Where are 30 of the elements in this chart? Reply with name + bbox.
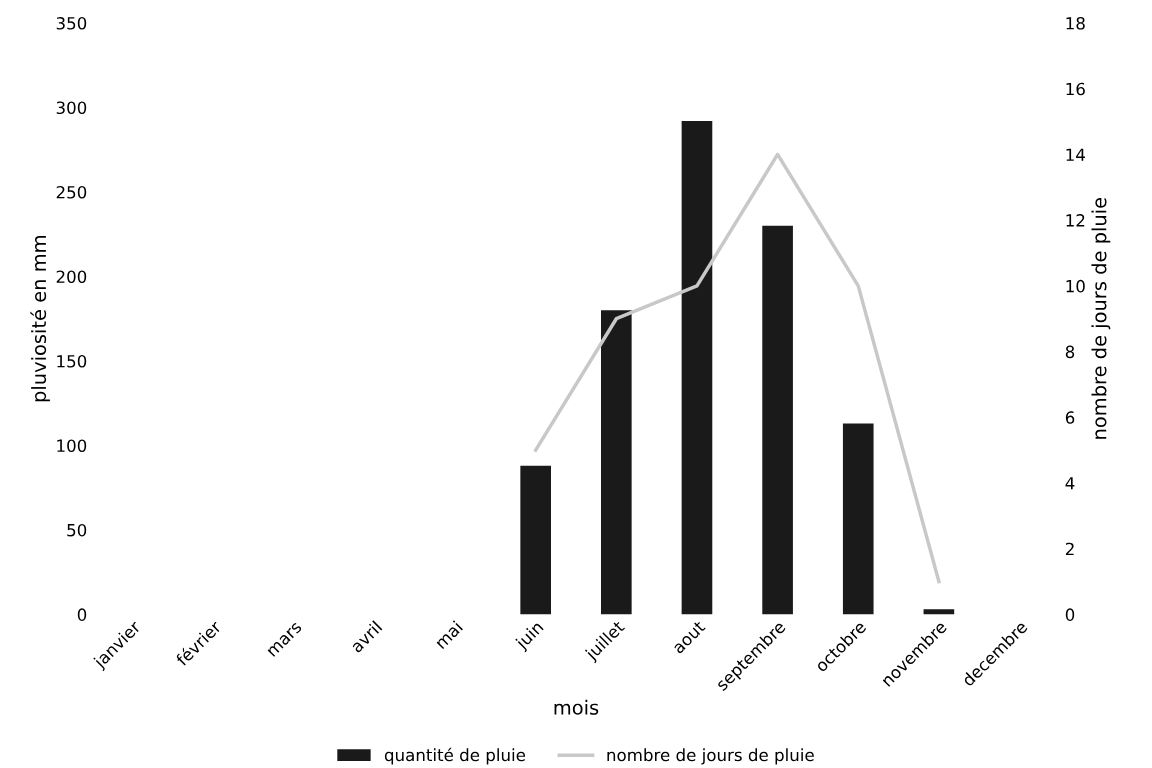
bar (762, 225, 793, 615)
bar (923, 609, 955, 615)
y-tick-label: 0 (77, 608, 87, 621)
y2-tick-label: 14 (1066, 148, 1085, 161)
y-tick-label: 250 (56, 185, 87, 199)
y-tick-label: 200 (56, 270, 87, 284)
y2-tick-label: 6 (1065, 411, 1075, 424)
y2-tick-label: 4 (1065, 477, 1075, 490)
y2-tick-label: 10 (1066, 279, 1085, 293)
y2-tick-label: 2 (1065, 542, 1074, 556)
y-tick-label: 300 (56, 101, 87, 115)
bar (601, 310, 632, 615)
legend-label: quantité de pluie (384, 747, 526, 765)
y2-tick-label: 16 (1066, 82, 1085, 96)
y2-axis-title: nombre de jours de pluie (1091, 197, 1111, 439)
y2-tick-label: 12 (1066, 214, 1085, 227)
y-tick-label: 350 (56, 17, 87, 30)
bar (520, 465, 551, 615)
bar (681, 121, 713, 615)
y-tick-label: 50 (67, 523, 87, 537)
y-axis-title: pluviosité en mm (30, 236, 50, 402)
x-axis-title: mois (554, 699, 599, 715)
bar (842, 423, 874, 615)
y2-tick-label: 8 (1065, 345, 1075, 359)
legend-label: nombre de jours de pluie (607, 748, 814, 765)
y2-tick-label: 18 (1066, 17, 1085, 30)
y-tick-label: 150 (57, 354, 87, 368)
y2-tick-label: 0 (1065, 608, 1075, 621)
line-series (533, 152, 941, 584)
y-tick-label: 100 (57, 439, 87, 453)
